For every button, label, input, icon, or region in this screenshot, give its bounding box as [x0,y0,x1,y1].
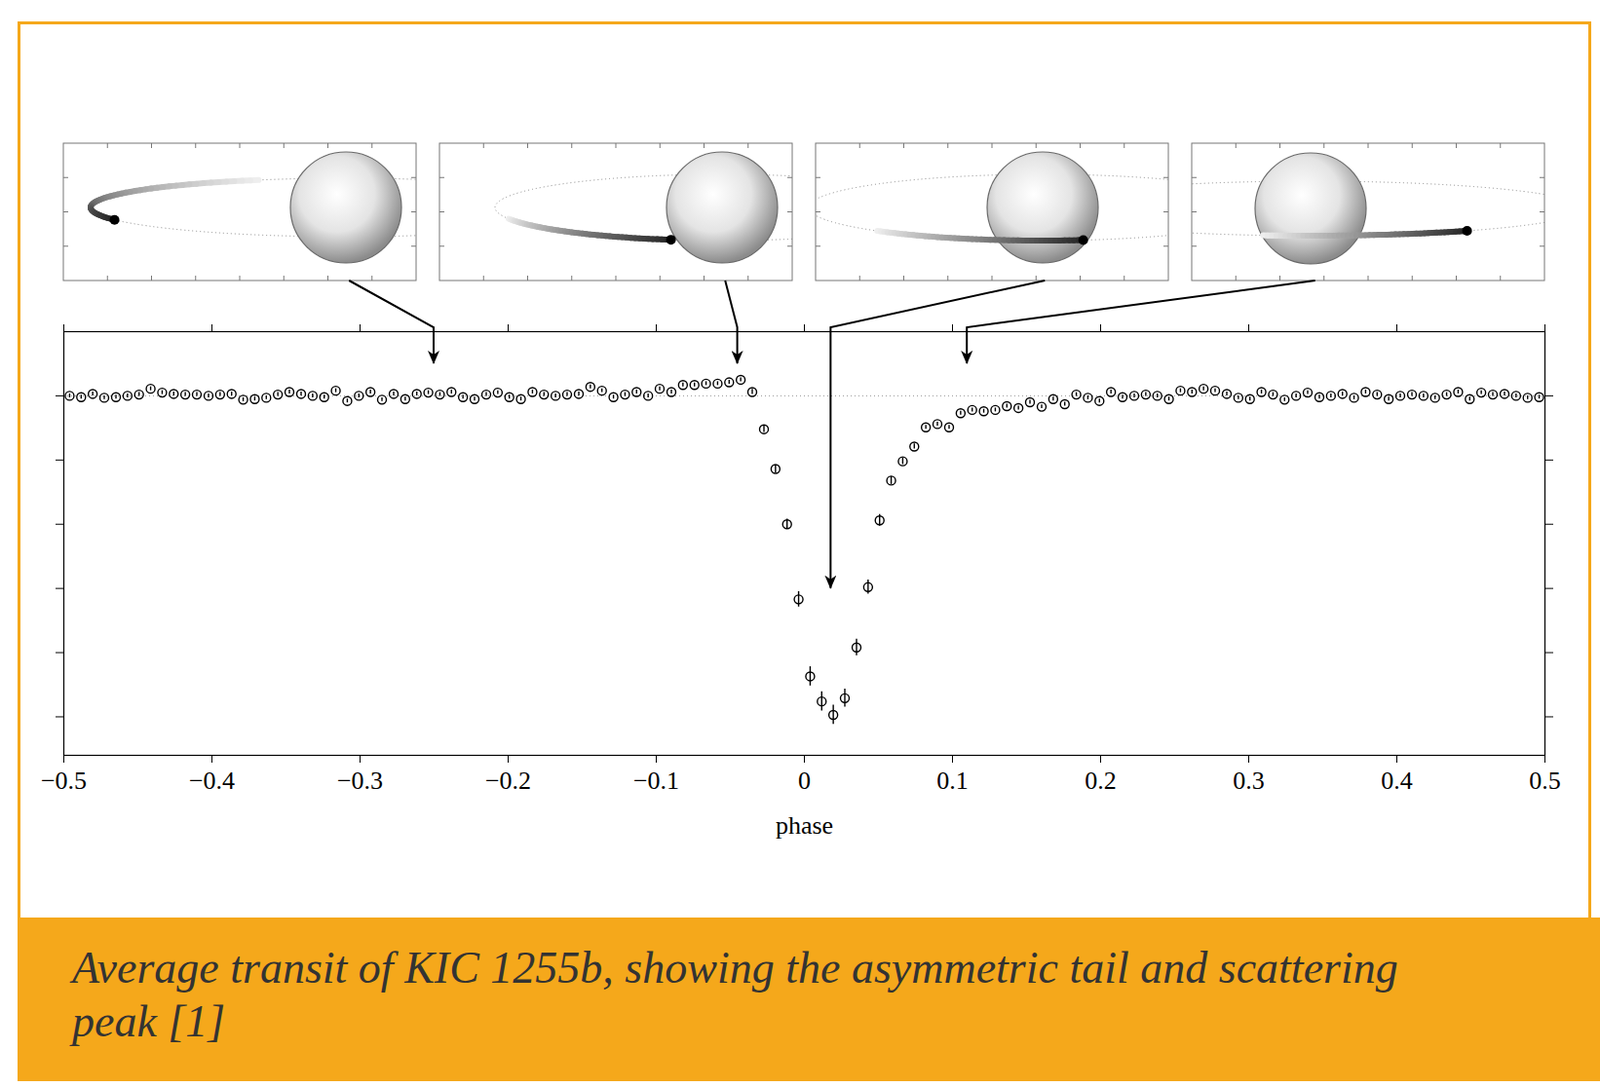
html-text:Average transit of KIC 1255b,: Average transit of KIC 1255b, showing th… [72,943,1399,1047]
svg-text:−0.2: −0.2 [485,766,532,796]
svg-text:phase: phase [775,811,834,840]
svg-text:−0.4: −0.4 [189,766,235,796]
svg-text:0.4: 0.4 [1380,766,1413,796]
svg-text:−0.3: −0.3 [337,766,383,796]
svg-text:−0.1: −0.1 [633,766,680,796]
svg-text:−0.5: −0.5 [40,766,87,796]
svg-text:0.5: 0.5 [1528,766,1562,796]
svg-text:0: 0 [798,766,811,796]
svg-text:0.3: 0.3 [1232,766,1265,796]
svg-text:0.1: 0.1 [936,766,969,796]
svg-text:0.2: 0.2 [1084,766,1117,796]
